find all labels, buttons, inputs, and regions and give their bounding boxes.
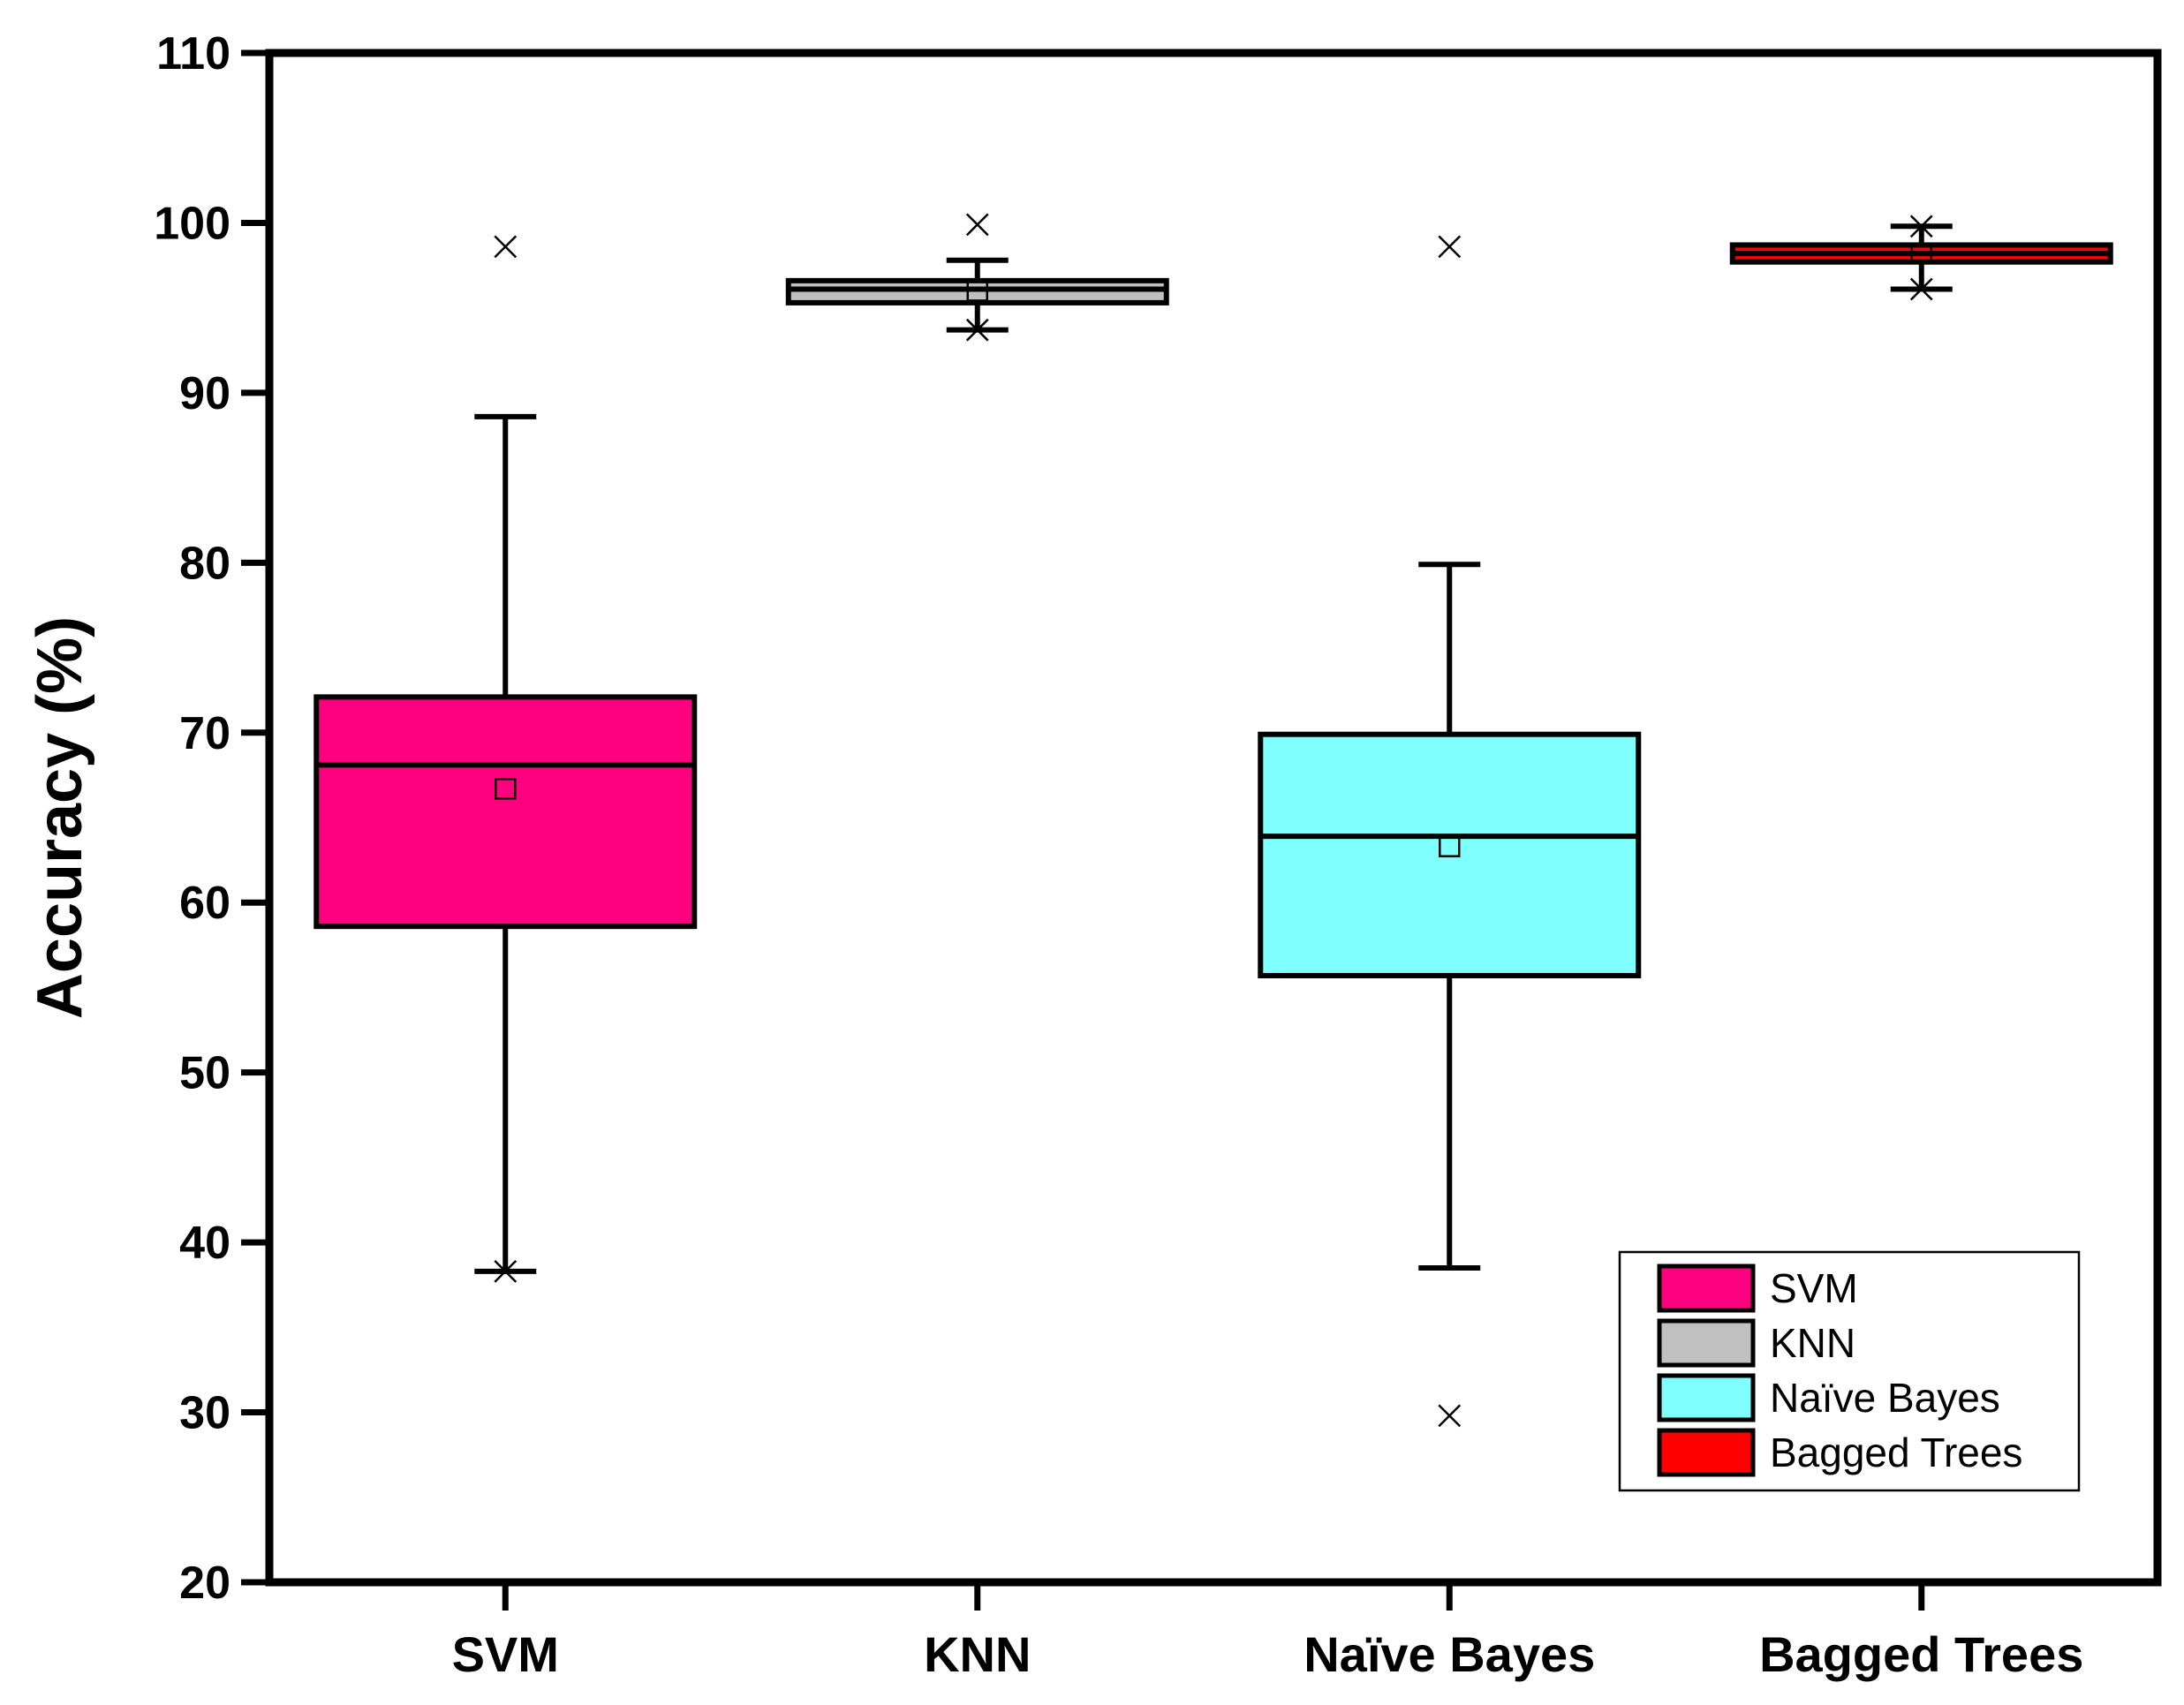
- x-tick-label: KNN: [924, 1626, 1031, 1682]
- x-axis: SVM KNN Naïve Bayes Bagged Trees: [452, 1582, 2083, 1682]
- y-tick-label: 80: [179, 538, 230, 589]
- legend-label: SVM: [1770, 1265, 1858, 1311]
- legend-label: Naïve Bayes: [1770, 1375, 2000, 1421]
- y-tick-label: 60: [179, 878, 230, 929]
- legend-label: KNN: [1770, 1320, 1855, 1366]
- extreme-marker-stroke: [1438, 1404, 1462, 1428]
- y-tick-label: 30: [179, 1388, 230, 1439]
- y-tick-label: 50: [179, 1048, 230, 1099]
- mean-marker: [495, 778, 517, 800]
- box-group: [1258, 235, 1642, 1428]
- x-tick-label: Bagged Trees: [1759, 1626, 2083, 1682]
- box-group: [785, 213, 1169, 342]
- extreme-marker-stroke: [1438, 235, 1462, 259]
- y-tick-label: 20: [179, 1558, 230, 1609]
- legend-swatch: [1657, 1428, 1756, 1477]
- plot-content: [314, 213, 2113, 1428]
- legend-swatch: [1657, 1264, 1756, 1313]
- extreme-marker-stroke: [1909, 277, 1933, 301]
- box-group: [1729, 215, 2113, 301]
- extreme-marker-stroke: [965, 213, 989, 237]
- mean-marker: [1910, 242, 1932, 265]
- extreme-marker: [1438, 235, 1462, 259]
- box-iqr: [314, 694, 698, 930]
- plot-frame: [265, 49, 2162, 1587]
- mean-marker: [1439, 835, 1461, 857]
- y-tick-label: 70: [179, 708, 230, 759]
- extreme-marker: [494, 1259, 518, 1283]
- extreme-marker-stroke: [965, 318, 989, 342]
- extreme-marker: [1438, 1404, 1462, 1428]
- legend: SVM KNN Naïve Bayes Bagged Trees: [1618, 1250, 2081, 1492]
- extreme-marker-stroke: [494, 1259, 518, 1283]
- extreme-marker-stroke: [494, 235, 518, 259]
- extreme-marker: [965, 213, 989, 237]
- y-tick-label: 90: [179, 368, 230, 419]
- box-group: [314, 235, 698, 1283]
- x-tick-label: SVM: [452, 1626, 559, 1682]
- extreme-marker-stroke: [1909, 215, 1933, 238]
- legend-swatch: [1657, 1373, 1756, 1422]
- legend-label: Bagged Trees: [1770, 1430, 2022, 1475]
- box-iqr: [1258, 731, 1642, 978]
- extreme-marker: [965, 318, 989, 342]
- mean-marker: [966, 280, 988, 302]
- legend-swatch: [1657, 1318, 1756, 1368]
- extreme-marker: [494, 235, 518, 259]
- y-tick-label: 110: [156, 28, 230, 79]
- extreme-marker: [1909, 277, 1933, 301]
- y-axis-title: Accuracy (%): [25, 616, 95, 1019]
- y-axis: 20 30 40 50 60 70 80 90 100 110: [154, 28, 269, 1609]
- extreme-marker: [1909, 215, 1933, 238]
- y-tick-label: 40: [179, 1218, 230, 1269]
- x-tick-label: Naïve Bayes: [1304, 1626, 1595, 1682]
- y-tick-label: 100: [154, 198, 230, 249]
